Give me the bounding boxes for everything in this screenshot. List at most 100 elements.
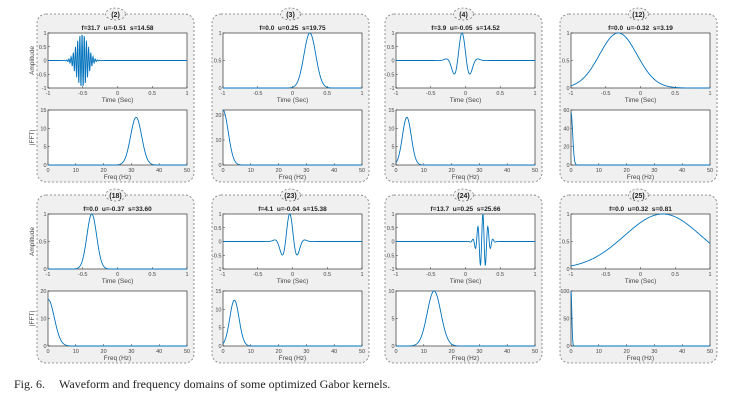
- kernel-panel: (23) f=4.1 u=-0.04 s=15.38 -1 -0.5 0 0.5 1 -1 -0…: [211, 188, 370, 364]
- x-tick-label: 30: [651, 349, 657, 355]
- time-domain-plot: -1 -0.5 0 0.5 1 0 0.5 1 Time (Sec) Amplitude: [29, 212, 189, 285]
- y-tick-label: 5: [391, 145, 394, 151]
- x-tick-label: 10: [596, 349, 602, 355]
- y-axis-label: Amplitude: [29, 46, 36, 75]
- x-tick-label: 0.5: [148, 272, 156, 278]
- y-tick-label: 10: [40, 126, 46, 132]
- x-axis-label: Time (Sec): [450, 97, 482, 104]
- kernel-panel: (3)f=0.0 u=0.25 s=19.75-1 -0.5 0 0.5 100.51T…: [211, 7, 370, 183]
- panel-title: f=0.0 u=-0.37 s=33.60: [83, 206, 152, 213]
- x-tick-label: 20: [449, 349, 455, 355]
- x-tick-label: 50: [184, 168, 190, 174]
- panel-id: (12): [632, 12, 644, 19]
- x-tick-label: -1: [394, 91, 399, 97]
- axes-box: [222, 32, 363, 89]
- x-tick-label: -0.5: [426, 91, 435, 97]
- x-tick-label: 0: [639, 91, 642, 97]
- x-axis-label: Time (Sec): [277, 278, 309, 285]
- y-tick-label: 5: [43, 145, 46, 151]
- x-tick-label: 0: [464, 272, 467, 278]
- x-tick-label: 50: [532, 349, 538, 355]
- y-tick-label: 15: [40, 108, 46, 114]
- x-tick-label: 20: [101, 349, 107, 355]
- frequency-domain-plot: 0 10 20 30 40 50 0 5 10 15 Freq (Hz): [388, 108, 538, 181]
- x-tick-label: 10: [421, 168, 427, 174]
- x-tick-label: 20: [624, 349, 630, 355]
- frequency-domain-plot: 0 10 20 30 40 50 0 5 10 Freq (Hz): [388, 289, 538, 362]
- figure-caption: Fig. 6. Waveform and frequency domains of…: [14, 377, 390, 392]
- x-tick-label: 10: [248, 168, 254, 174]
- panel-title: f=0.0 u=-0.32 s=3.19: [608, 25, 673, 32]
- x-tick-label: -1: [46, 272, 51, 278]
- x-tick-label: -1: [394, 272, 399, 278]
- frequency-domain-plot: 0 10 20 30 40 50 0 20 40 60 Freq (Hz): [563, 108, 713, 181]
- y-tick-label: 0: [391, 163, 394, 169]
- panel-id: (4): [459, 12, 468, 19]
- y-tick-label: 1: [391, 212, 394, 218]
- axes-box: [395, 109, 536, 166]
- y-tick-label: 0: [566, 267, 569, 273]
- y-tick-label: 50: [563, 317, 569, 323]
- x-tick-label: -1: [46, 91, 51, 97]
- y-tick-label: 0: [566, 86, 569, 92]
- panel-id-badge: [105, 188, 126, 202]
- y-tick-label: 10: [215, 307, 221, 313]
- x-tick-label: 0: [221, 349, 224, 355]
- x-tick-label: 1: [533, 91, 536, 97]
- y-tick-label: -1: [217, 267, 222, 273]
- y-tick-label: 10: [388, 289, 394, 295]
- x-axis-label: Time (Sec): [625, 97, 657, 104]
- x-tick-label: 50: [707, 168, 713, 174]
- y-tick-label: -0.5: [385, 253, 394, 259]
- kernel-panel: (24) f=13.7 u=0.25 s=25.66 -1 -0.5 0 0.5 1 -1 -0…: [384, 188, 543, 364]
- x-tick-label: 40: [504, 349, 510, 355]
- y-tick-label: 0.5: [562, 59, 570, 65]
- y-tick-label: 0: [43, 267, 46, 273]
- panel-id: (25): [632, 193, 644, 200]
- panel-id: (24): [457, 193, 469, 200]
- x-tick-label: 10: [421, 349, 427, 355]
- x-tick-label: 10: [73, 349, 79, 355]
- series-line: [395, 116, 535, 166]
- x-tick-label: 20: [276, 349, 282, 355]
- kernel-panel: (12)f=0.0 u=-0.32 s=3.19-1 -0.5 0 0.5 100.51…: [559, 7, 718, 183]
- y-tick-label: 1: [566, 31, 569, 37]
- x-tick-label: 30: [128, 168, 134, 174]
- y-tick-label: 0.5: [387, 226, 395, 232]
- x-tick-label: 30: [303, 349, 309, 355]
- series-line: [570, 112, 710, 166]
- time-domain-plot: -1 -0.5 0 0.5 1 0 0.5 1 Time (Sec): [562, 31, 712, 104]
- x-tick-label: -0.5: [601, 272, 610, 278]
- x-tick-label: 20: [101, 168, 107, 174]
- x-tick-label: 1: [708, 272, 711, 278]
- y-tick-label: 0.5: [39, 45, 47, 51]
- y-tick-label: 1: [566, 212, 569, 218]
- x-tick-label: 0.5: [671, 272, 679, 278]
- x-tick-label: 0.5: [323, 272, 331, 278]
- y-tick-label: 60: [563, 108, 569, 114]
- y-axis-label: Amplitude: [29, 227, 36, 256]
- y-tick-label: -0.5: [212, 253, 221, 259]
- y-tick-label: 15: [215, 289, 221, 295]
- x-tick-label: 40: [331, 168, 337, 174]
- y-tick-label: 1: [218, 31, 221, 37]
- x-tick-label: 40: [679, 168, 685, 174]
- series-line: [47, 298, 187, 347]
- x-tick-label: 1: [185, 91, 188, 97]
- y-tick-label: 100: [560, 289, 569, 295]
- x-axis-label: Freq (Hz): [104, 174, 131, 181]
- y-tick-label: 0: [218, 163, 221, 169]
- y-axis-label: |FFT|: [29, 130, 36, 146]
- x-tick-label: 50: [707, 349, 713, 355]
- x-tick-label: 0: [46, 168, 49, 174]
- x-axis-label: Freq (Hz): [452, 174, 479, 181]
- x-tick-label: 40: [156, 168, 162, 174]
- caption-label: Fig. 6.: [14, 377, 46, 391]
- x-axis-label: Freq (Hz): [279, 355, 306, 362]
- x-tick-label: 1: [360, 272, 363, 278]
- x-axis-label: Freq (Hz): [104, 355, 131, 362]
- y-tick-label: 0.5: [214, 59, 222, 65]
- x-tick-label: 30: [651, 168, 657, 174]
- time-domain-plot: -1 -0.5 0 0.5 1 0 0.5 1 Time (Sec): [214, 31, 364, 104]
